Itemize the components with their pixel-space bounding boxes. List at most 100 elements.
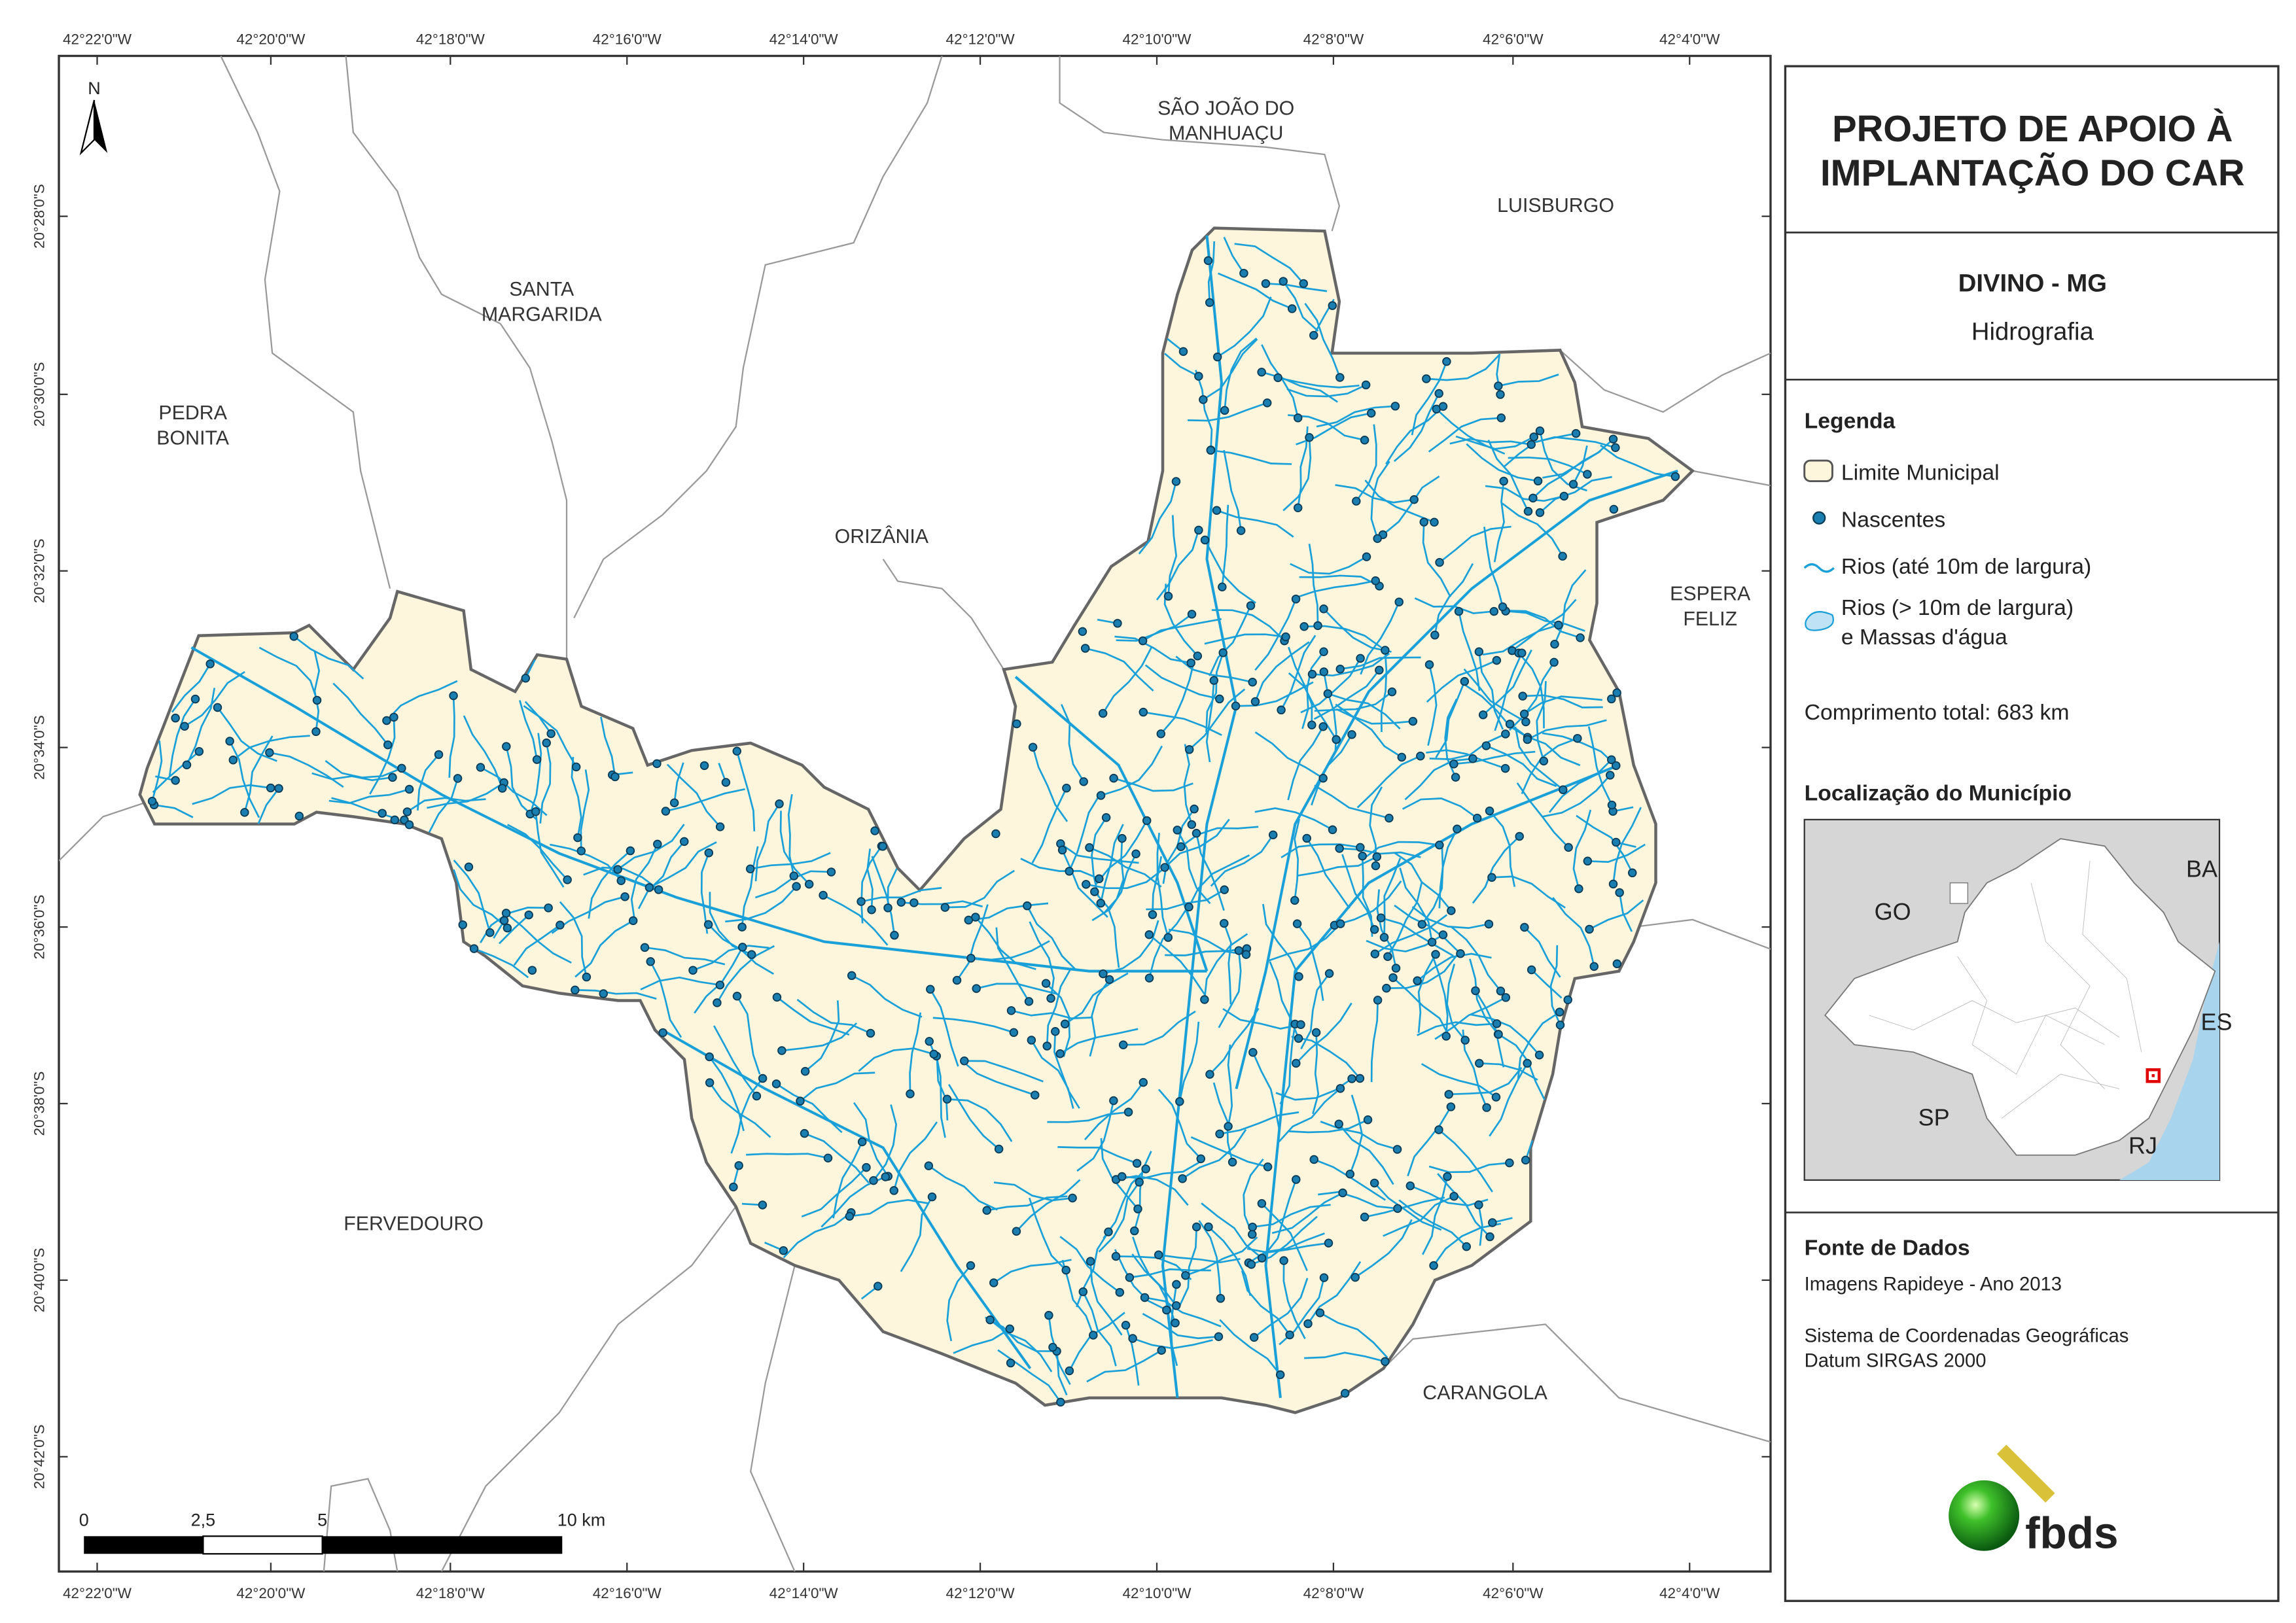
theme: Hidrografia: [1971, 318, 2094, 346]
spring: [1009, 1028, 1019, 1038]
spring: [1142, 816, 1152, 826]
stream: [1132, 1337, 1213, 1350]
spring: [1154, 1250, 1163, 1259]
spring: [1370, 949, 1380, 958]
stream: [1101, 745, 1163, 797]
spring: [1456, 949, 1465, 958]
stream: [1144, 664, 1220, 700]
spring: [654, 885, 663, 894]
stream: [1146, 888, 1225, 911]
spring: [1196, 1154, 1205, 1164]
spring: [927, 1192, 937, 1202]
spring: [542, 738, 551, 748]
stream: [735, 750, 756, 831]
spring: [1501, 729, 1510, 739]
spring: [1193, 651, 1203, 661]
stream: [989, 1319, 1053, 1372]
stream: [1084, 1081, 1144, 1140]
stream: [1335, 708, 1403, 758]
spring: [1113, 619, 1122, 628]
spring: [1163, 933, 1173, 942]
stream: [474, 947, 529, 979]
stream: [1381, 916, 1454, 957]
spring: [1515, 831, 1524, 841]
spring: [713, 998, 722, 1007]
spring: [1501, 993, 1511, 1002]
stream: [709, 1082, 771, 1138]
stream: [1211, 609, 1285, 642]
spring: [1192, 829, 1201, 838]
spring: [1335, 1084, 1345, 1093]
stream: [1219, 1319, 1281, 1376]
stream: [1435, 681, 1466, 758]
spring: [1163, 591, 1173, 601]
stream: [1046, 968, 1072, 1047]
stream: [804, 1000, 840, 1072]
spring: [613, 865, 622, 874]
spring: [734, 1161, 743, 1170]
stream: [961, 1059, 1036, 1096]
spring: [628, 916, 638, 926]
lat-label: 20°42'0"S: [31, 1424, 48, 1489]
stream: [1243, 1158, 1264, 1235]
spring: [1279, 1256, 1288, 1265]
spring: [737, 922, 747, 932]
spring: [1220, 406, 1229, 415]
stream: [1489, 810, 1516, 887]
spring: [397, 763, 406, 773]
spring: [1489, 606, 1499, 616]
spring: [1431, 950, 1440, 959]
stream: [1122, 1161, 1201, 1179]
stream: [673, 762, 684, 803]
spring: [1488, 1218, 1497, 1227]
stream: [1478, 652, 1504, 730]
spring: [1277, 705, 1286, 715]
spring: [1024, 997, 1034, 1006]
spring: [1056, 1397, 1065, 1407]
spring: [1212, 506, 1222, 515]
stream: [1313, 669, 1380, 720]
stream: [428, 778, 459, 833]
stream: [1216, 510, 1294, 538]
spring: [982, 1206, 991, 1215]
place-name: ORIZÂNIA: [835, 526, 929, 548]
spring: [1319, 647, 1328, 656]
spring: [1485, 806, 1494, 816]
stream: [1026, 905, 1078, 971]
legend-label: Nascentes: [1841, 507, 1945, 532]
spring: [1281, 632, 1290, 642]
spring: [486, 928, 495, 937]
spring: [870, 826, 879, 835]
spring: [1028, 742, 1038, 752]
spring: [532, 755, 542, 764]
stream: [970, 940, 1050, 961]
stream: [1060, 843, 1139, 864]
stream: [1505, 610, 1585, 632]
spring: [1173, 826, 1182, 835]
spring: [866, 1028, 875, 1038]
spring: [1574, 884, 1583, 894]
spring: [1381, 646, 1390, 655]
spring: [1061, 1265, 1070, 1275]
spring: [1104, 975, 1114, 985]
spring: [1550, 640, 1559, 649]
stream: [1311, 734, 1353, 806]
spring: [1376, 913, 1386, 922]
spring: [1379, 933, 1389, 942]
place-name: BONITA: [156, 427, 230, 449]
spring: [1523, 735, 1532, 744]
spring: [1583, 470, 1592, 479]
stream: [1587, 726, 1613, 806]
stream: [1102, 647, 1152, 714]
spring: [527, 966, 537, 975]
stream: [574, 988, 657, 1000]
spring: [1200, 995, 1209, 1004]
spring: [926, 985, 935, 994]
stream: [1383, 1195, 1455, 1237]
stream: [1411, 361, 1448, 436]
stream: [1339, 847, 1421, 858]
stream: [1453, 750, 1536, 765]
spring: [1057, 845, 1067, 855]
stream: [1414, 597, 1494, 614]
stream: [1086, 868, 1164, 890]
